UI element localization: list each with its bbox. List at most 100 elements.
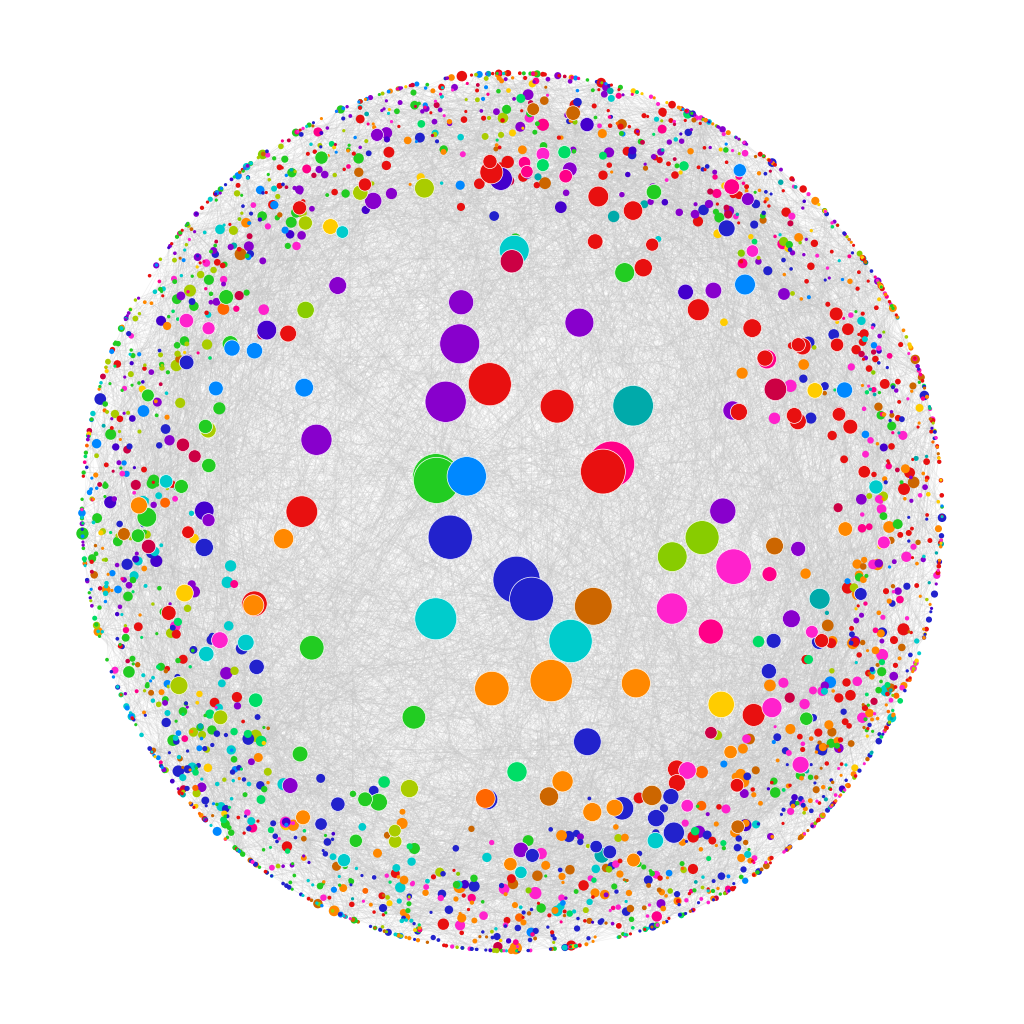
Point xyxy=(899,672,915,688)
Point xyxy=(738,182,755,199)
Point xyxy=(143,364,160,380)
Point xyxy=(546,934,562,950)
Point xyxy=(84,550,100,566)
Point xyxy=(715,122,731,138)
Point xyxy=(159,385,175,401)
Point xyxy=(773,162,790,178)
Point xyxy=(811,795,827,811)
Point xyxy=(584,804,600,820)
Point xyxy=(203,286,219,302)
Point xyxy=(589,74,605,90)
Point xyxy=(685,902,701,919)
Point xyxy=(595,463,611,479)
Point xyxy=(199,304,215,321)
Point xyxy=(856,400,872,417)
Point xyxy=(656,914,673,931)
Point xyxy=(84,492,100,508)
Point xyxy=(332,906,348,923)
Point xyxy=(119,556,135,572)
Point xyxy=(391,893,408,909)
Point xyxy=(401,780,418,797)
Point xyxy=(540,87,556,103)
Point xyxy=(724,881,740,897)
Point xyxy=(759,351,775,368)
Point xyxy=(775,252,792,268)
Point xyxy=(203,632,219,648)
Point xyxy=(596,75,612,91)
Point xyxy=(840,580,856,596)
Point xyxy=(178,695,195,712)
Point xyxy=(155,288,171,304)
Point xyxy=(911,362,928,379)
Point xyxy=(553,890,569,906)
Point xyxy=(409,133,425,150)
Point xyxy=(226,840,243,856)
Point xyxy=(678,102,694,119)
Point xyxy=(904,550,921,566)
Point xyxy=(544,941,560,957)
Point xyxy=(370,845,386,861)
Point xyxy=(857,711,873,727)
Point xyxy=(118,310,134,327)
Point xyxy=(873,501,890,517)
Point xyxy=(432,86,449,102)
Point xyxy=(366,193,382,209)
Point xyxy=(630,123,646,139)
Point xyxy=(437,393,454,410)
Point xyxy=(220,617,237,634)
Point xyxy=(863,669,880,685)
Point xyxy=(184,268,201,285)
Point xyxy=(399,902,416,919)
Point xyxy=(700,883,717,899)
Point xyxy=(116,455,132,471)
Point xyxy=(695,112,712,128)
Point xyxy=(850,586,866,602)
Point xyxy=(740,842,757,858)
Point xyxy=(879,720,895,736)
Point xyxy=(856,719,872,735)
Point xyxy=(911,374,928,390)
Point xyxy=(855,696,871,713)
Point xyxy=(168,730,184,746)
Point xyxy=(851,327,867,343)
Point xyxy=(436,937,453,953)
Point xyxy=(112,636,128,652)
Point xyxy=(872,494,889,510)
Point xyxy=(114,606,130,623)
Point xyxy=(201,512,217,528)
Point xyxy=(830,406,847,422)
Point xyxy=(710,119,726,135)
Point xyxy=(873,664,890,680)
Point xyxy=(474,894,490,910)
Point xyxy=(908,451,925,467)
Point xyxy=(427,125,443,141)
Point xyxy=(679,762,695,778)
Point xyxy=(745,707,762,723)
Point xyxy=(452,905,468,922)
Point xyxy=(197,708,213,724)
Point xyxy=(206,262,222,279)
Point xyxy=(506,91,522,108)
Point xyxy=(586,97,602,114)
Point xyxy=(876,508,892,524)
Point xyxy=(933,536,949,552)
Point xyxy=(156,281,172,297)
Point xyxy=(794,770,810,786)
Point xyxy=(824,797,841,813)
Point xyxy=(77,555,93,571)
Point xyxy=(352,99,369,116)
Point xyxy=(475,91,492,108)
Point xyxy=(74,509,90,525)
Point xyxy=(829,406,846,422)
Point xyxy=(77,449,93,465)
Point xyxy=(129,546,145,562)
Point xyxy=(501,65,517,81)
Point xyxy=(176,585,193,601)
Point xyxy=(189,694,206,711)
Point xyxy=(515,904,531,921)
Point xyxy=(796,767,812,783)
Point xyxy=(114,382,130,398)
Point xyxy=(713,696,729,713)
Point xyxy=(274,876,291,892)
Point xyxy=(280,326,296,342)
